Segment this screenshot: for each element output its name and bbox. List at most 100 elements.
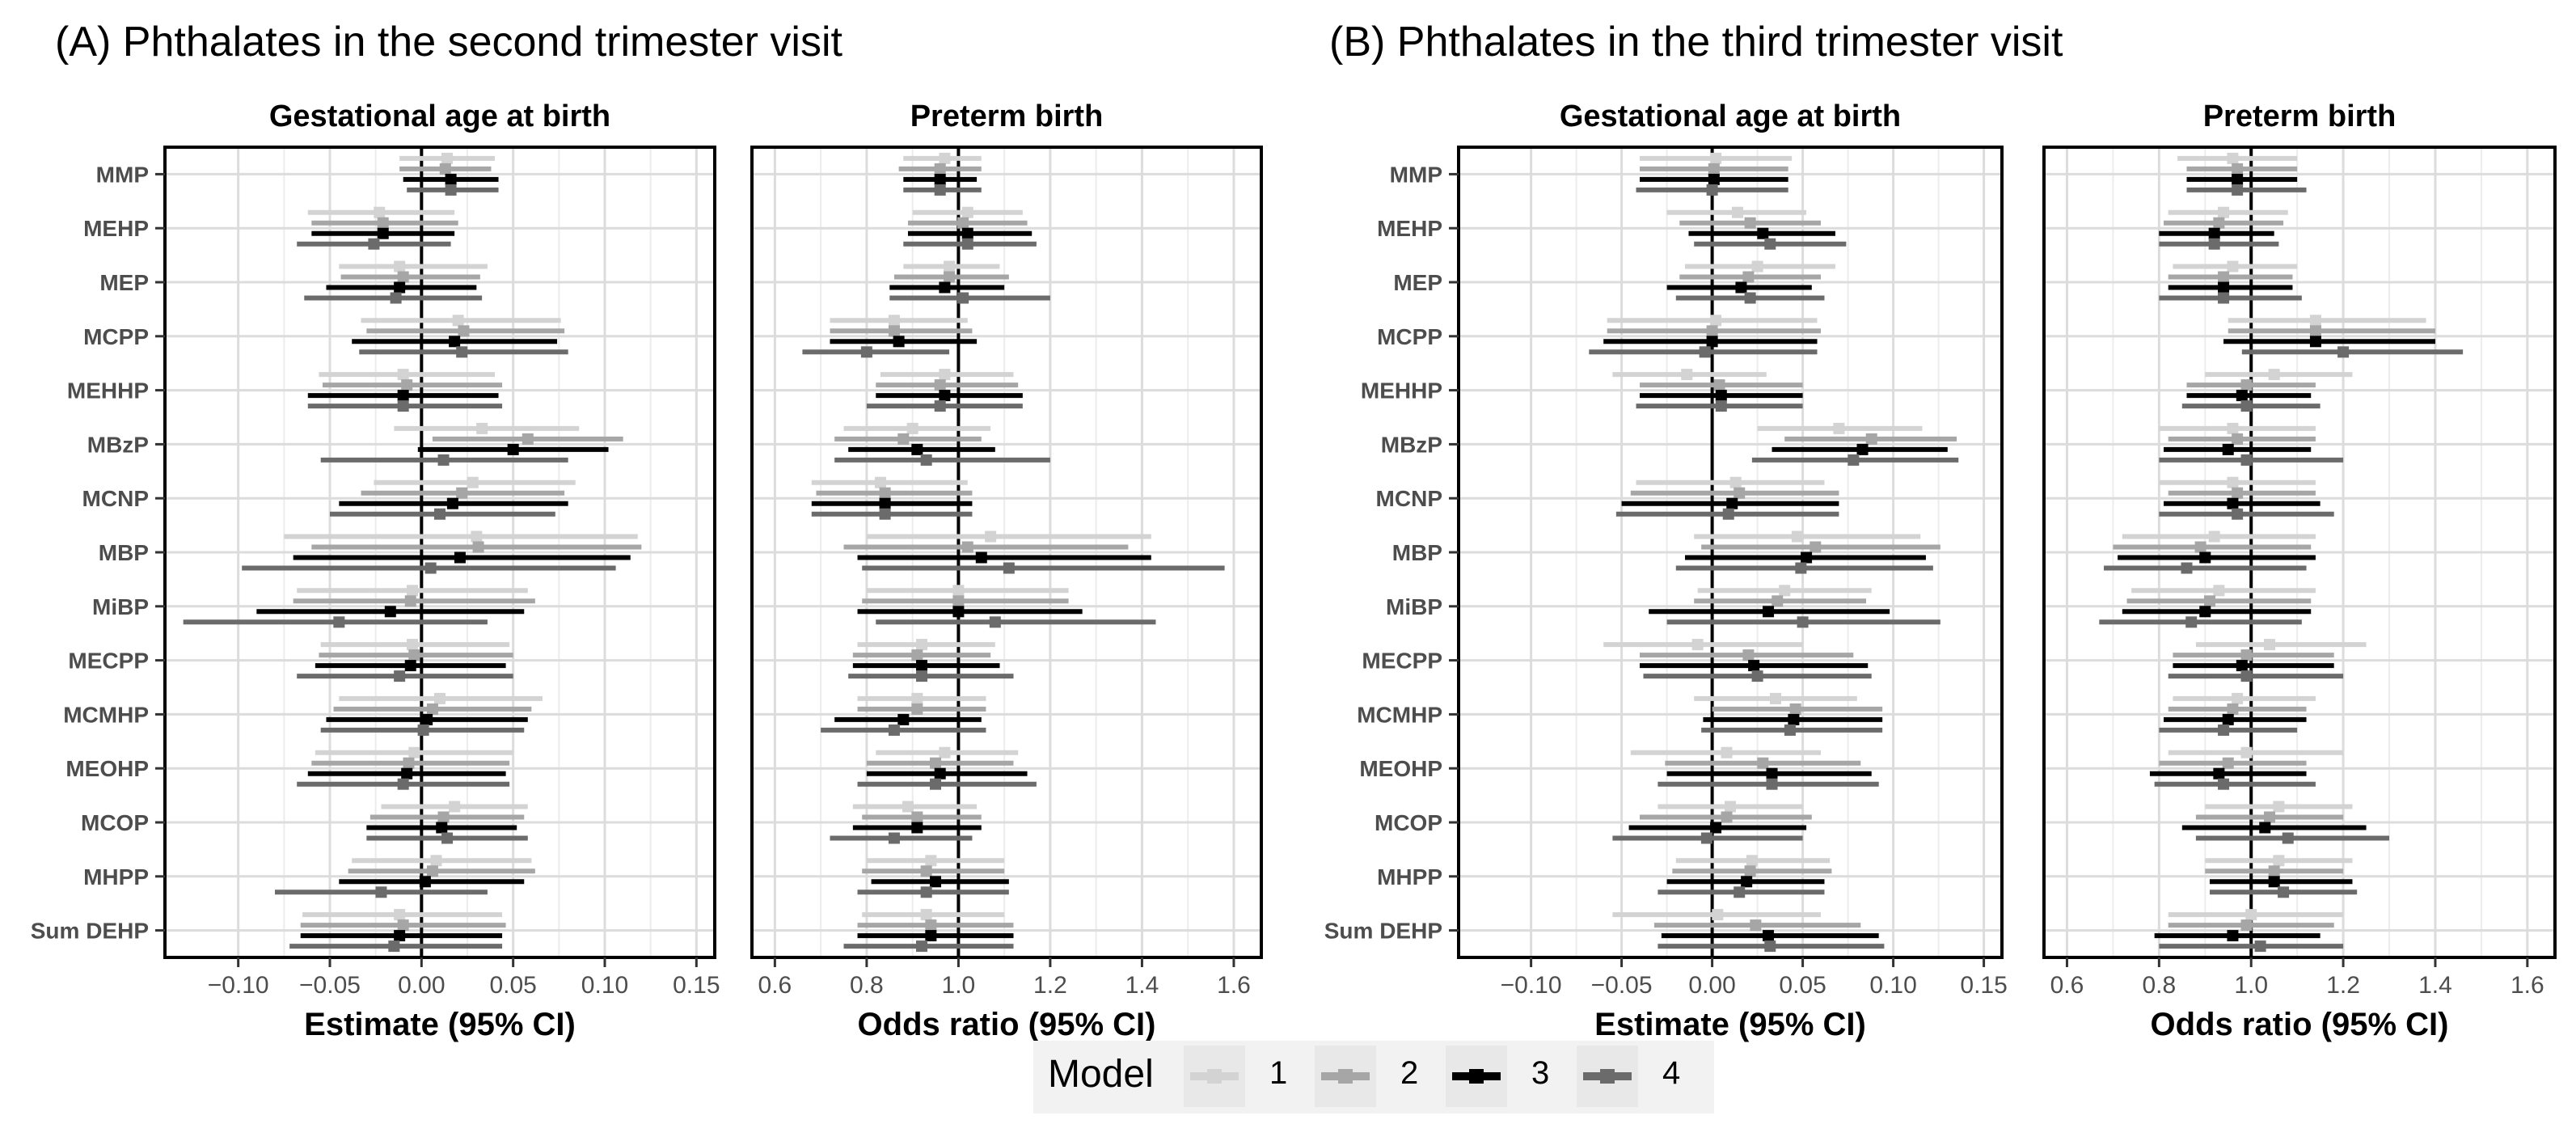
estimate-point-model-2: [897, 433, 910, 445]
estimate-point-model-1: [2208, 530, 2220, 543]
estimate-point-model-4: [1764, 238, 1776, 250]
estimate-point-model-3: [446, 497, 458, 509]
estimate-point-model-3: [384, 606, 396, 618]
estimate-point-model-4: [2337, 346, 2350, 358]
estimate-point-model-2: [1708, 163, 1720, 175]
estimate-point-model-2: [2240, 649, 2253, 661]
estimate-point-model-2: [888, 325, 900, 337]
estimate-point-model-1: [1710, 152, 1722, 164]
estimate-point-model-3: [911, 443, 923, 455]
estimate-point-model-3: [939, 281, 951, 294]
panel-title: Preterm birth: [2203, 99, 2397, 133]
y-tick-label: MCPP: [83, 324, 149, 349]
estimate-point-model-2: [1810, 541, 1822, 553]
estimate-point-model-2: [408, 649, 420, 661]
estimate-point-model-4: [390, 292, 402, 304]
y-tick-label: MHPP: [1377, 864, 1442, 889]
estimate-point-model-1: [2273, 801, 2285, 813]
legend-key-point: [1207, 1069, 1222, 1084]
x-tick-label: 0.8: [850, 972, 884, 999]
y-tick-label: MEHHP: [1361, 378, 1442, 404]
estimate-point-model-4: [1706, 184, 1718, 196]
estimate-point-model-3: [1715, 390, 1727, 402]
legend-key-model-3: [1446, 1046, 1507, 1107]
x-tick-label: 0.6: [2050, 972, 2084, 999]
x-tick-label: 1.6: [1217, 972, 1251, 999]
estimate-point-model-3: [419, 876, 431, 888]
estimate-point-model-1: [1770, 692, 1781, 704]
panel-title: Gestational age at birth: [1560, 99, 1901, 133]
estimate-point-model-4: [375, 886, 387, 898]
estimate-point-model-4: [1700, 832, 1712, 844]
estimate-point-model-2: [2194, 541, 2206, 553]
estimate-point-model-1: [1721, 746, 1733, 758]
estimate-point-model-1: [2309, 315, 2321, 327]
estimate-point-model-2: [934, 163, 946, 175]
legend-key-model-4: [1577, 1046, 1638, 1107]
estimate-point-model-4: [1734, 886, 1746, 898]
estimate-point-model-1: [471, 530, 483, 543]
estimate-point-model-2: [911, 811, 923, 823]
estimate-point-model-4: [445, 184, 457, 196]
estimate-point-model-1: [1833, 422, 1845, 434]
y-tick-label: MHPP: [83, 864, 149, 889]
x-tick-label: 0.10: [581, 972, 628, 999]
y-tick-label: MEHP: [1377, 216, 1442, 241]
estimate-point-model-1: [961, 206, 973, 218]
estimate-point-model-1: [1725, 801, 1736, 813]
y-tick-label: MCOP: [1375, 810, 1442, 835]
estimate-point-model-4: [1764, 940, 1776, 953]
estimate-point-model-4: [920, 454, 932, 466]
estimate-point-model-2: [1721, 811, 1733, 823]
estimate-point-model-1: [1731, 206, 1743, 218]
estimate-point-model-4: [1715, 400, 1727, 412]
estimate-point-model-4: [934, 184, 946, 196]
estimate-point-model-4: [1722, 508, 1734, 520]
estimate-point-model-3: [1788, 713, 1800, 725]
estimate-point-model-1: [452, 315, 464, 327]
x-tick-label: 0.00: [1688, 972, 1735, 999]
estimate-point-model-1: [2227, 422, 2239, 434]
legend-key-model-2: [1315, 1046, 1376, 1107]
estimate-point-model-4: [437, 454, 450, 466]
estimate-point-model-2: [458, 325, 470, 337]
estimate-point-model-4: [368, 238, 380, 250]
estimate-point-model-3: [2199, 606, 2211, 618]
estimate-point-model-2: [439, 163, 451, 175]
y-tick-label: Sum DEHP: [31, 919, 149, 944]
estimate-point-model-4: [456, 346, 468, 358]
legend-label-4: 4: [1662, 1055, 1681, 1091]
estimate-point-model-4: [2208, 238, 2220, 250]
estimate-point-model-1: [476, 422, 488, 434]
panel-border: [750, 146, 1263, 959]
estimate-point-model-2: [961, 541, 973, 553]
estimate-point-model-3: [1856, 443, 1869, 455]
estimate-point-model-1: [394, 260, 406, 273]
x-tick-label: 0.8: [2142, 972, 2176, 999]
estimate-point-model-3: [2236, 390, 2248, 402]
estimate-point-model-2: [920, 865, 932, 877]
estimate-point-model-2: [911, 649, 923, 661]
section-title-b: (B) Phthalates in the third trimester vi…: [1329, 19, 2063, 65]
y-tick-label: MEP: [99, 270, 149, 295]
estimate-point-model-1: [1729, 476, 1742, 488]
x-tick-label: 0.00: [398, 972, 445, 999]
estimate-point-model-1: [2227, 476, 2239, 488]
estimate-point-model-3: [975, 551, 987, 564]
estimate-point-model-4: [930, 778, 942, 790]
estimate-point-model-2: [403, 757, 415, 769]
estimate-point-model-1: [374, 206, 386, 218]
estimate-point-model-4: [879, 508, 891, 520]
legend-label-3: 3: [1531, 1055, 1550, 1091]
estimate-point-model-2: [1789, 703, 1801, 715]
estimate-point-model-1: [925, 855, 937, 867]
estimate-point-model-4: [1797, 616, 1809, 628]
estimate-point-model-4: [333, 616, 345, 628]
y-tick-label: MBP: [1392, 540, 1442, 565]
estimate-point-model-3: [449, 336, 461, 348]
estimate-point-model-3: [934, 173, 946, 185]
estimate-point-model-3: [1726, 497, 1738, 509]
x-axis-label: Estimate (95% CI): [304, 1007, 576, 1042]
estimate-point-model-2: [401, 379, 413, 391]
estimate-point-model-3: [2222, 443, 2234, 455]
